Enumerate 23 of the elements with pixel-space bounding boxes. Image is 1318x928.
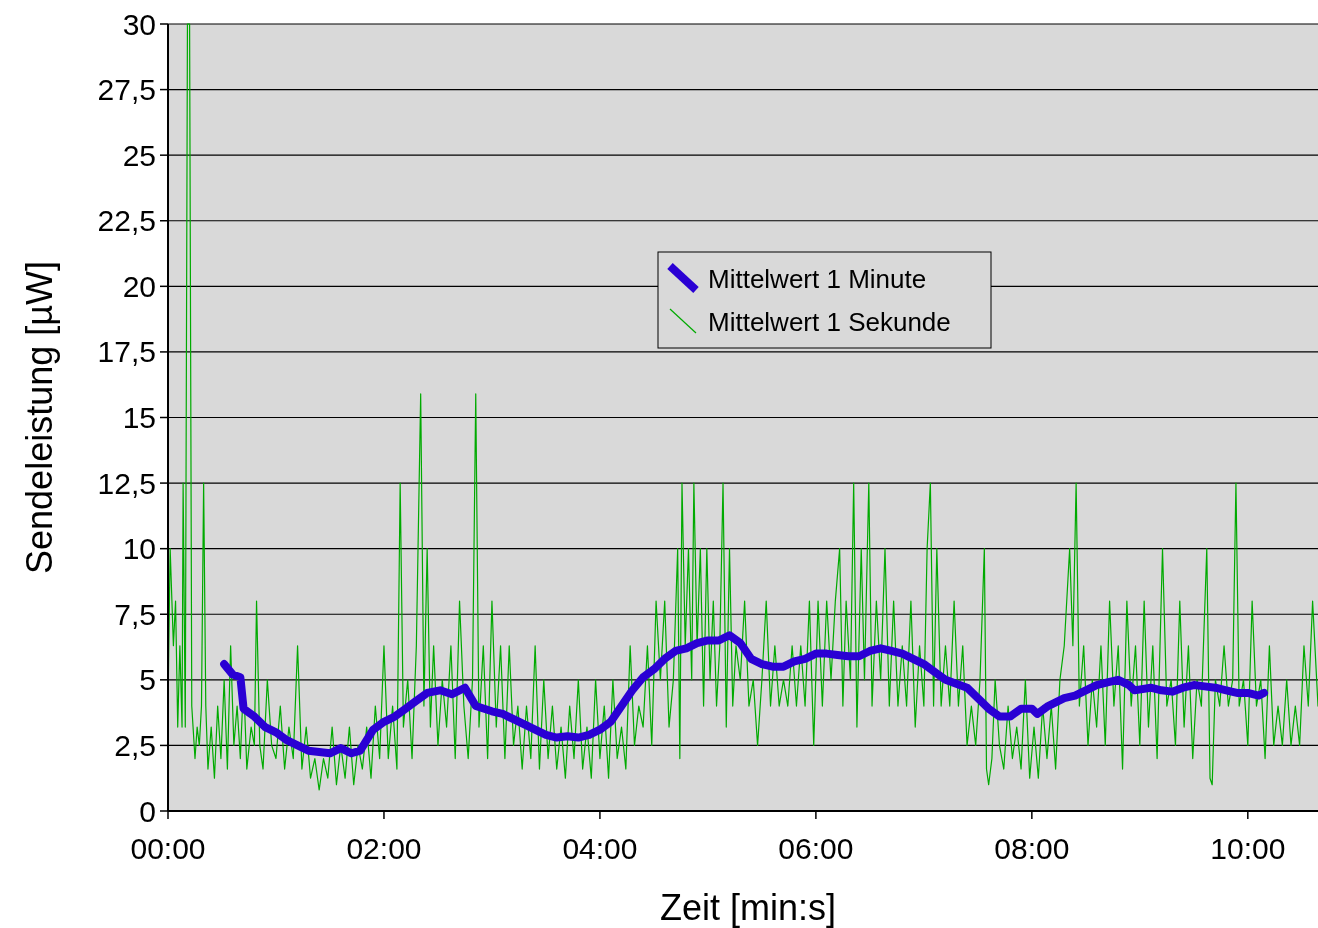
y-tick-label: 5	[139, 663, 156, 697]
y-tick-label: 27,5	[97, 73, 156, 107]
x-tick-label: 08:00	[994, 832, 1070, 865]
x-tick-label: 00:00	[130, 832, 206, 865]
legend-label: Mittelwert 1 Sekunde	[708, 307, 951, 338]
y-tick-label: 12,5	[97, 466, 156, 500]
y-tick-label: 10	[122, 532, 156, 566]
x-tick-label: 10:00	[1210, 832, 1286, 865]
y-tick-label: 0	[139, 794, 156, 828]
y-tick-label: 30	[122, 7, 156, 41]
x-axis-title: Zeit [min:s]	[659, 887, 837, 928]
x-tick-label: 04:00	[562, 832, 638, 865]
y-tick-label: 25	[122, 138, 156, 172]
y-tick-label: 20	[122, 269, 156, 303]
y-axis-title: Sendeleistung [µW]	[19, 261, 60, 574]
y-tick-label: 17,5	[97, 335, 156, 369]
x-tick-label: 02:00	[346, 832, 422, 865]
y-tick-label: 2,5	[114, 728, 156, 762]
y-tick-label: 22,5	[97, 204, 156, 238]
y-tick-label: 15	[122, 401, 156, 434]
x-tick-label: 06:00	[778, 832, 854, 865]
y-tick-label: 7,5	[114, 597, 156, 631]
legend-label: Mittelwert 1 Minute	[708, 264, 927, 295]
